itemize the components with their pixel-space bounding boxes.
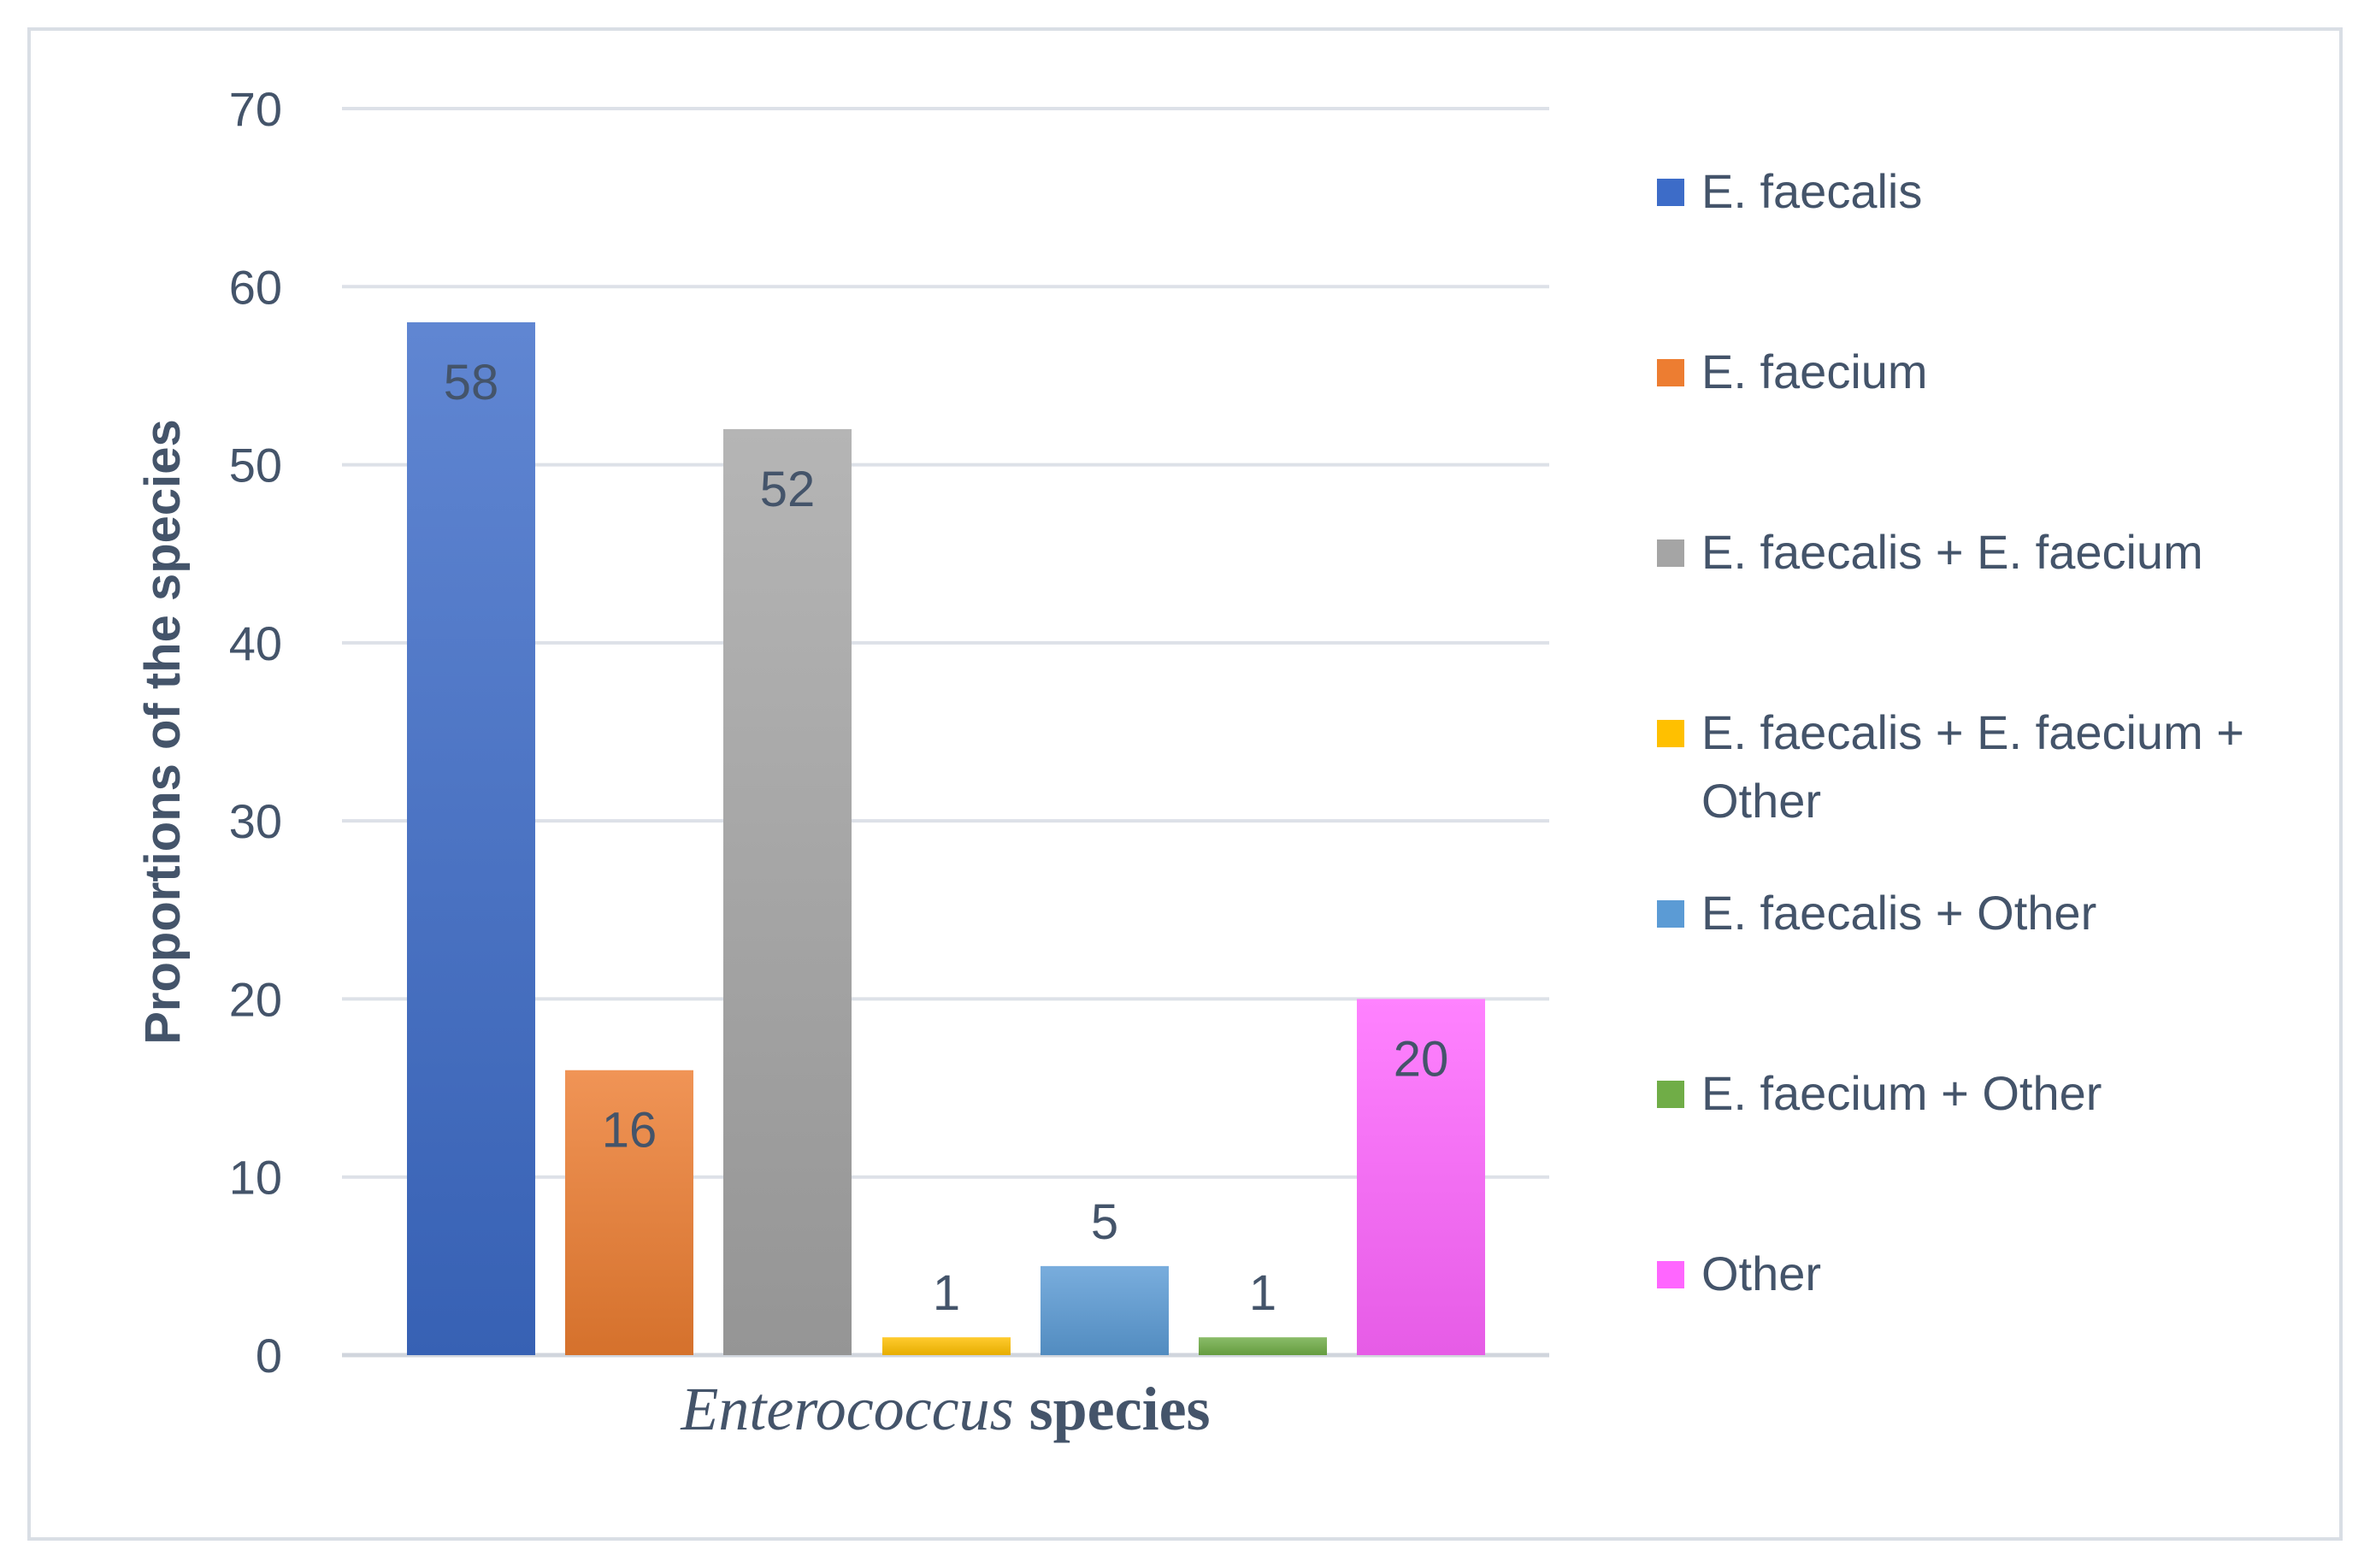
bars	[407, 321, 1485, 1355]
data-labels: 58 16 52 1 5 1 20	[444, 355, 1449, 1321]
legend-swatch	[1657, 179, 1684, 206]
legend-swatch	[1657, 1081, 1684, 1108]
bar-e-faecalis-other	[1041, 1265, 1169, 1355]
y-tick-label: 10	[229, 1151, 282, 1205]
legend-label: E. faecalis	[1701, 164, 1922, 218]
y-tick-label: 0	[256, 1329, 282, 1382]
data-label: 58	[444, 355, 499, 410]
legend-label: E. faecium	[1701, 345, 1928, 398]
legend-swatch	[1657, 1261, 1684, 1288]
data-label: 20	[1394, 1031, 1449, 1087]
bar-e-faecium-other	[1199, 1337, 1327, 1355]
data-label: 1	[933, 1265, 960, 1321]
x-axis-title: Enterococcus species	[680, 1375, 1210, 1443]
data-label: 1	[1249, 1265, 1276, 1321]
legend-label: E. faecium + Other	[1701, 1066, 2102, 1120]
y-tick-label: 20	[229, 972, 282, 1026]
legend-label: E. faecalis + Other	[1701, 886, 2096, 940]
bar-other	[1357, 999, 1485, 1355]
legend-swatch	[1657, 539, 1684, 567]
bar-e-faecalis	[407, 321, 535, 1355]
y-tick-label: 40	[229, 616, 282, 670]
legend-swatch	[1657, 720, 1684, 747]
data-label: 5	[1091, 1194, 1118, 1250]
legend-label: E. faecalis + E. faecium + Other	[1701, 705, 2244, 828]
y-tick-label: 60	[229, 260, 282, 314]
legend-swatch	[1657, 359, 1684, 386]
legend: E. faecalis E. faecium E. faecalis + E. fa…	[1657, 164, 2244, 1300]
y-axis-title: Proportions of the species	[135, 419, 191, 1045]
bar-e-faecalis-e-faecium	[723, 428, 852, 1355]
bar-e-faecalis-e-faecium-other	[882, 1337, 1011, 1355]
axes: 0 10 20 30 40 50 60 70 Proportions of the specie…	[135, 82, 1211, 1443]
data-label: 52	[760, 462, 816, 517]
legend-swatch	[1657, 900, 1684, 928]
y-tick-label: 30	[229, 794, 282, 848]
gridlines	[342, 107, 1549, 1358]
legend-label: E. faecalis + E. faecium	[1701, 525, 2203, 579]
bar-e-faecium	[565, 1070, 693, 1355]
y-tick-label: 70	[229, 82, 282, 136]
y-tick-label: 50	[229, 439, 282, 492]
legend-label: Other	[1701, 1247, 1821, 1300]
data-label: 16	[602, 1103, 657, 1158]
